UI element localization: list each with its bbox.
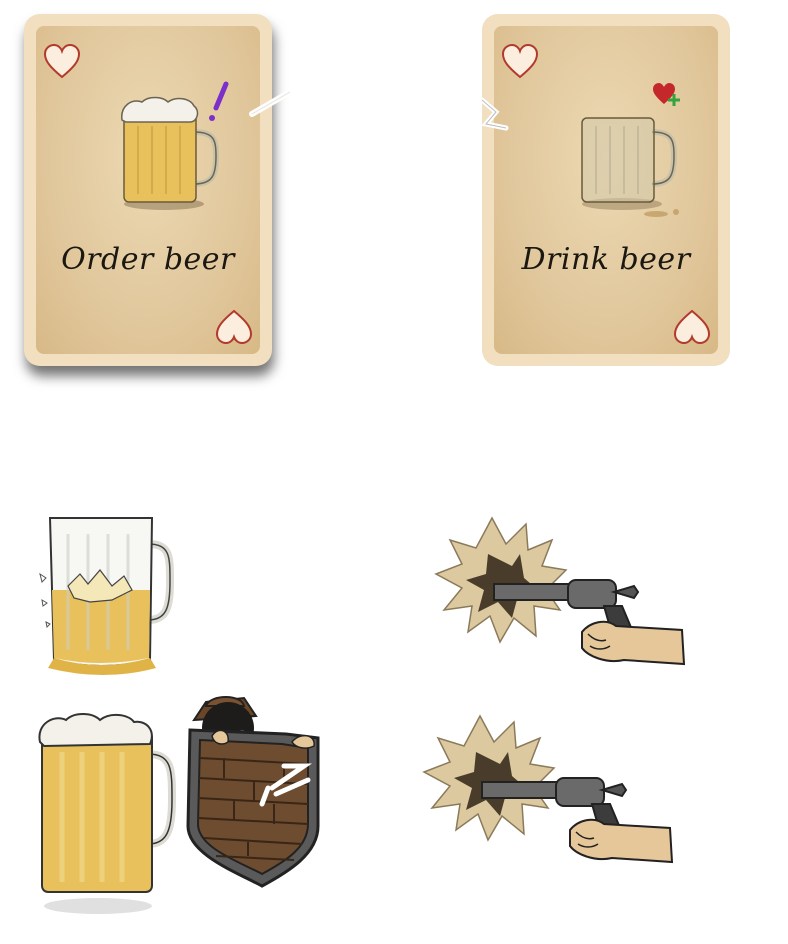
heart-icon (501, 43, 539, 79)
heart-plus-icon (653, 83, 680, 106)
swipe-mark (479, 97, 509, 131)
revolver-firing (422, 714, 674, 864)
beer-mug-icon (121, 96, 220, 210)
card-title: Drink beer (521, 242, 691, 277)
heart-icon (215, 309, 253, 345)
heart-icon (43, 43, 81, 79)
empty-mug-icon (581, 117, 679, 217)
card-title: Order beer (61, 242, 235, 277)
card-order-beer[interactable]: Order beer (24, 14, 272, 366)
spilled-beer-mug (39, 517, 175, 675)
heart-icon (673, 309, 711, 345)
swipe-mark (249, 89, 293, 117)
full-beer-mug (38, 713, 177, 914)
exclamation-icon (209, 81, 229, 121)
revolver-firing (434, 516, 686, 666)
card-drink-beer[interactable]: Drink beer (482, 14, 730, 366)
bandit-behind-shield (186, 696, 320, 888)
